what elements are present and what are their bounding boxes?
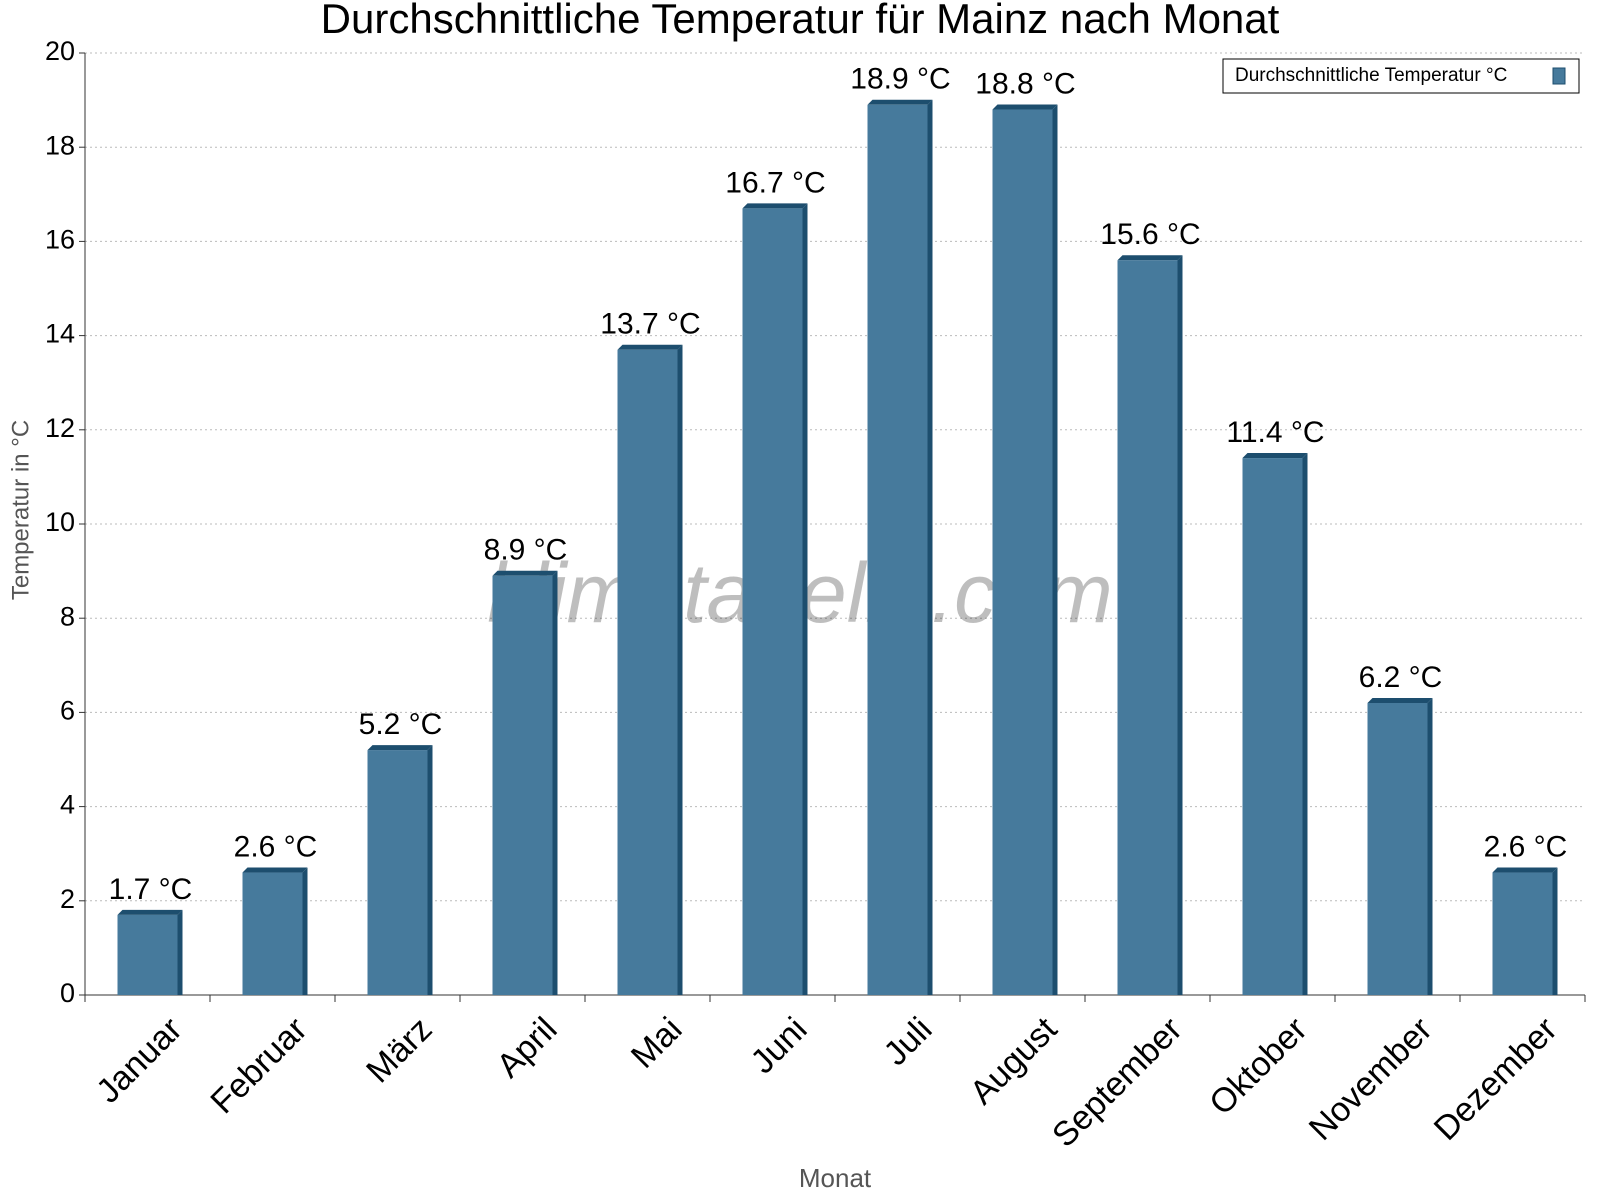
x-tick-label: April bbox=[490, 1010, 565, 1085]
data-label: 18.9 °C bbox=[850, 63, 950, 96]
data-label: 11.4 °C bbox=[1226, 416, 1324, 449]
bar-top bbox=[117, 909, 183, 915]
bar-side bbox=[1427, 697, 1433, 995]
y-tick-label: 14 bbox=[45, 319, 75, 349]
bar-top bbox=[242, 867, 308, 873]
bar bbox=[242, 872, 303, 995]
y-tick-label: 18 bbox=[45, 130, 75, 160]
data-label: 6.2 °C bbox=[1359, 661, 1443, 694]
bar-top bbox=[867, 99, 933, 105]
bar-side bbox=[302, 867, 308, 995]
bar bbox=[1242, 458, 1303, 995]
y-tick-label: 8 bbox=[60, 601, 75, 631]
data-label: 8.9 °C bbox=[484, 534, 568, 567]
bar bbox=[992, 109, 1053, 995]
bar-side bbox=[427, 745, 433, 995]
data-label: 15.6 °C bbox=[1100, 218, 1200, 251]
bar-side bbox=[677, 344, 683, 996]
y-tick-label: 6 bbox=[60, 696, 75, 726]
bar bbox=[367, 750, 428, 995]
bar-top bbox=[992, 104, 1058, 110]
bar-top bbox=[1242, 453, 1308, 459]
x-tick-label: September bbox=[1045, 1010, 1189, 1154]
x-tick-label: März bbox=[359, 1010, 439, 1090]
data-label: 5.2 °C bbox=[359, 708, 443, 741]
bar-side bbox=[1052, 104, 1058, 995]
chart-title: Durchschnittliche Temperatur für Mainz n… bbox=[321, 0, 1280, 42]
legend-label: Durchschnittliche Temperatur °C bbox=[1235, 65, 1507, 86]
y-tick-label: 12 bbox=[45, 413, 75, 443]
data-label: 2.6 °C bbox=[234, 830, 318, 863]
y-axis-title: Temperatur in °C bbox=[7, 420, 34, 600]
bar bbox=[617, 349, 678, 996]
bar-side bbox=[927, 99, 933, 995]
bar-side bbox=[1177, 255, 1183, 996]
y-tick-label: 0 bbox=[60, 978, 75, 1008]
bar-side bbox=[1302, 453, 1308, 995]
bar-top bbox=[1492, 867, 1558, 873]
data-label: 1.7 °C bbox=[109, 873, 193, 906]
bar bbox=[742, 208, 803, 995]
bar bbox=[1367, 702, 1428, 995]
bar-top bbox=[367, 745, 433, 751]
data-label: 18.8 °C bbox=[975, 67, 1075, 100]
bar-side bbox=[802, 203, 808, 995]
x-tick-label: Juni bbox=[744, 1010, 815, 1081]
x-tick-label: Februar bbox=[203, 1010, 314, 1121]
bar-side bbox=[1552, 867, 1558, 995]
bar-top bbox=[617, 344, 683, 350]
bar-side bbox=[177, 909, 183, 995]
y-tick-label: 2 bbox=[60, 884, 75, 914]
y-tick-label: 16 bbox=[45, 225, 75, 255]
legend-swatch bbox=[1552, 67, 1566, 85]
x-tick-label: Juli bbox=[877, 1010, 940, 1073]
y-tick-label: 4 bbox=[60, 790, 75, 820]
bar-top bbox=[1367, 697, 1433, 703]
data-label: 16.7 °C bbox=[725, 166, 825, 199]
bar-top bbox=[742, 203, 808, 209]
x-axis-title: Monat bbox=[799, 1163, 872, 1193]
x-tick-label: Oktober bbox=[1202, 1010, 1314, 1122]
bar bbox=[1117, 260, 1178, 995]
bar-side bbox=[552, 570, 558, 995]
x-tick-label: Januar bbox=[89, 1010, 189, 1110]
bar bbox=[867, 104, 928, 995]
bar-top bbox=[1117, 255, 1183, 261]
x-tick-label: November bbox=[1302, 1010, 1440, 1148]
x-tick-label: Dezember bbox=[1427, 1010, 1565, 1148]
bar bbox=[117, 914, 178, 995]
data-label: 2.6 °C bbox=[1484, 830, 1568, 863]
bar-top bbox=[492, 570, 558, 576]
y-tick-label: 10 bbox=[45, 507, 75, 537]
x-tick-label: August bbox=[963, 1010, 1065, 1112]
legend-box bbox=[1222, 58, 1580, 94]
x-tick-label: Mai bbox=[624, 1010, 690, 1076]
legend: Durchschnittliche Temperatur °C bbox=[1222, 58, 1580, 94]
bar bbox=[492, 575, 553, 995]
bar bbox=[1492, 872, 1553, 995]
y-tick-label: 20 bbox=[45, 36, 75, 66]
data-label: 13.7 °C bbox=[600, 308, 700, 341]
